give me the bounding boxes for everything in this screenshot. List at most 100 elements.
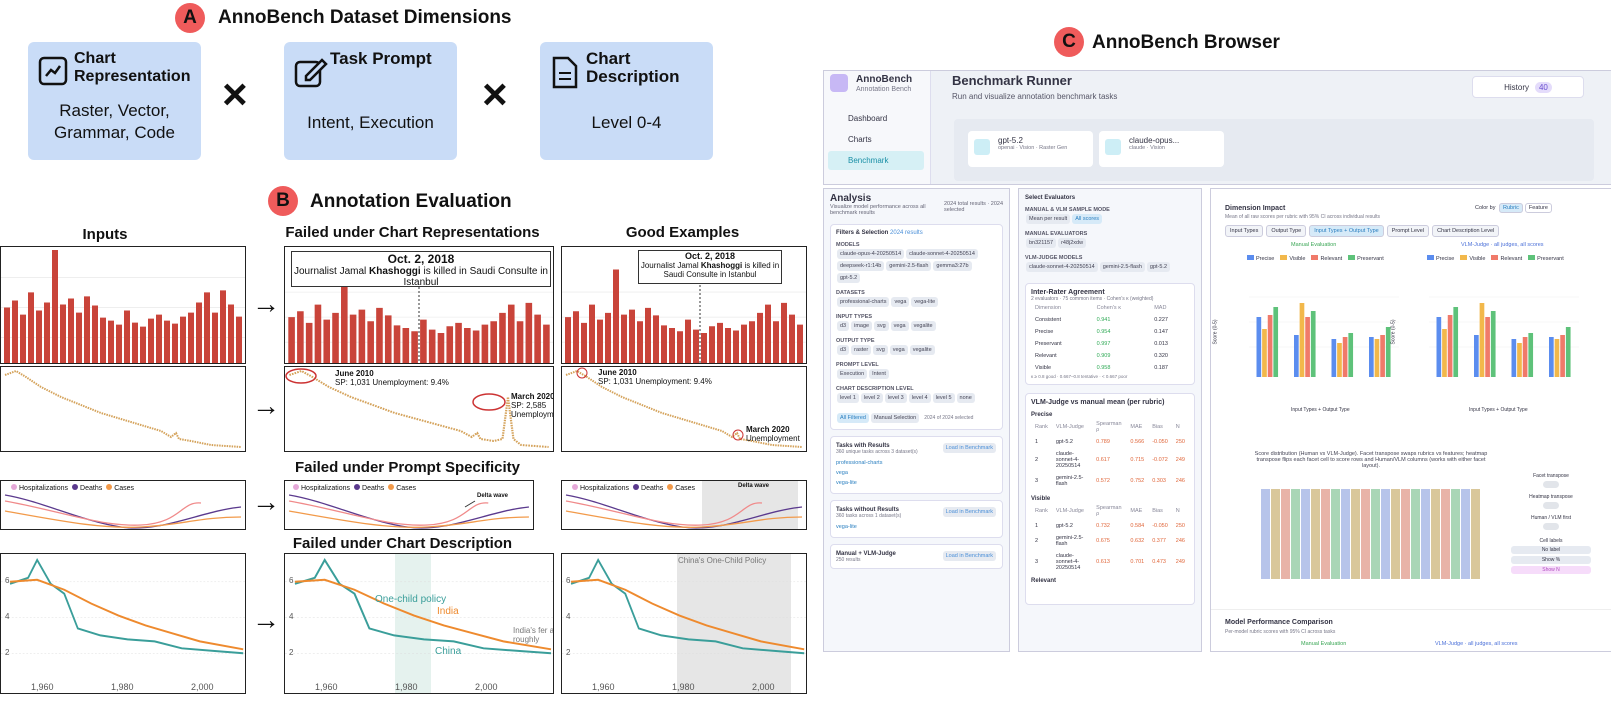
load-button[interactable]: Load in Benchmark bbox=[942, 551, 996, 561]
vlm-card: VLM-Judge vs manual mean (per rubric) Pr… bbox=[1025, 393, 1195, 605]
task-item: professional-charts bbox=[836, 460, 883, 466]
chip[interactable]: Execution bbox=[837, 369, 868, 379]
legend-label: Relevant bbox=[1320, 256, 1343, 262]
nav-item[interactable]: Benchmark bbox=[828, 151, 924, 170]
tabs: Input Types Output Type Input Types + Outp… bbox=[1225, 225, 1502, 237]
table-header-cell: MAE bbox=[1130, 508, 1143, 514]
annotation: Delta wave bbox=[477, 493, 509, 499]
option[interactable]: Rubric bbox=[1499, 203, 1523, 213]
history-count: 40 bbox=[1534, 81, 1552, 93]
button[interactable]: All Filtered bbox=[837, 413, 869, 423]
chip[interactable]: r48j2xdw bbox=[1058, 238, 1087, 248]
table-header-row: Rank VLM-Judge Spearman ρ MAE Bias N bbox=[1031, 502, 1189, 520]
annotation-detail: SP: 1,031 Unemployment: 9.4% bbox=[335, 378, 449, 387]
toggle[interactable] bbox=[1543, 523, 1559, 530]
tab[interactable]: Prompt Level bbox=[1386, 225, 1430, 237]
card-detail: 360 tasks across 1 dataset(s) bbox=[836, 513, 902, 519]
model-card[interactable]: gpt-5.2 openai · Vision · Raster Gen bbox=[968, 131, 1093, 167]
nav-item[interactable]: Charts bbox=[848, 135, 872, 144]
thumbnail bbox=[0, 246, 246, 364]
column-header: Good Examples bbox=[625, 224, 740, 241]
table-header-cell: N bbox=[1175, 508, 1180, 514]
group-label: DATASETS bbox=[836, 290, 865, 296]
nav-item[interactable]: Dashboard bbox=[848, 114, 888, 123]
chip[interactable]: vega bbox=[889, 345, 908, 355]
section-name: Relevant bbox=[1031, 578, 1057, 584]
thumbnail: Hospitalizations Deaths Cases Delta wave bbox=[561, 480, 807, 530]
chip[interactable]: level 1 bbox=[837, 393, 859, 403]
chip[interactable]: Mean per result bbox=[1026, 214, 1071, 224]
chip[interactable]: level 3 bbox=[884, 393, 907, 403]
chip[interactable]: gemini-2.5-flash bbox=[1099, 262, 1145, 272]
chip[interactable]: All scores bbox=[1072, 214, 1103, 224]
model-meta: claude · Vision bbox=[1129, 145, 1165, 151]
annotation-detail: SP: 1,031 Unemployment: 9.4% bbox=[598, 377, 712, 386]
thumbnail: Hospitalizations Deaths Cases bbox=[0, 480, 246, 530]
chip[interactable]: d3 bbox=[837, 345, 850, 355]
chip[interactable]: svg bbox=[873, 345, 888, 355]
chip[interactable]: image bbox=[851, 321, 873, 331]
chip[interactable]: raster bbox=[851, 345, 872, 355]
annotation-text: Journalist Jamal bbox=[294, 266, 370, 277]
highlight bbox=[395, 554, 431, 693]
chip[interactable]: vega-lite bbox=[911, 297, 939, 307]
chip[interactable]: gemini-2.5-flash bbox=[886, 261, 932, 271]
section-letter: A bbox=[175, 3, 205, 33]
chip[interactable]: Intent bbox=[869, 369, 889, 379]
chip[interactable]: claude-sonnet-4-20250514 bbox=[906, 249, 978, 259]
chip[interactable]: professional-charts bbox=[837, 297, 890, 307]
models: gpt-5.2 openai · Vision · Raster Gen claud… bbox=[968, 131, 1224, 167]
vlm-tables: Precise Rank VLM-Judge Spearman ρ MAE Bias N 1 g… bbox=[1031, 412, 1189, 574]
chip[interactable]: claude-opus-4-20250514 bbox=[837, 249, 905, 259]
chip[interactable]: none bbox=[956, 393, 975, 403]
history-button[interactable]: History 40 bbox=[1472, 76, 1584, 98]
tab[interactable]: Input Types + Output Type bbox=[1309, 225, 1384, 237]
chip[interactable]: gpt-5.2 bbox=[1146, 262, 1171, 272]
tasks-card: Tasks without Results Load in Benchmark 36… bbox=[830, 500, 1003, 538]
chip[interactable]: vegalite bbox=[910, 321, 936, 331]
legend-label: Precise bbox=[1436, 256, 1455, 262]
chip[interactable]: gpt-5.2 bbox=[837, 273, 861, 283]
chip[interactable]: bn321157 bbox=[1026, 238, 1057, 248]
chip[interactable]: level 2 bbox=[860, 393, 883, 403]
tab[interactable]: Output Type bbox=[1266, 225, 1307, 237]
tab[interactable]: Chart Description Level bbox=[1432, 225, 1500, 237]
toggle[interactable] bbox=[1543, 481, 1559, 488]
table-header-cell: Bias bbox=[1152, 424, 1163, 430]
chip[interactable]: vega bbox=[890, 321, 909, 331]
annotation-text: Khashoggi bbox=[369, 266, 421, 277]
table-row: 3 claude-sonnet-4-20250514 0.613 0.701 0.473… bbox=[1031, 550, 1189, 574]
chip[interactable]: svg bbox=[874, 321, 889, 331]
chip[interactable]: level 5 bbox=[932, 393, 955, 403]
axis-label: Input Types + Output Type bbox=[1291, 407, 1350, 413]
icon bbox=[38, 56, 68, 86]
button[interactable]: Manual Selection bbox=[870, 413, 920, 423]
option[interactable]: Show % bbox=[1511, 556, 1591, 564]
dimension-values: Raster, Vector, Grammar, Code bbox=[54, 101, 175, 142]
chip[interactable]: level 4 bbox=[908, 393, 931, 403]
legend-label: Visible bbox=[1289, 256, 1306, 262]
x-tick-label: 2,000 bbox=[475, 682, 498, 692]
chip[interactable]: d3 bbox=[837, 321, 850, 331]
legend-swatch bbox=[1280, 255, 1288, 260]
legend-swatch bbox=[1427, 255, 1434, 260]
tab[interactable]: Input Types bbox=[1225, 225, 1264, 237]
chip[interactable]: vega bbox=[891, 297, 910, 307]
toggle[interactable] bbox=[1543, 502, 1559, 509]
load-button[interactable]: Load in Benchmark bbox=[942, 507, 996, 517]
thumbnail: Oct. 2, 2018 Journalist Jamal Khashoggi i… bbox=[284, 246, 554, 364]
vlm-table: Rank VLM-Judge Spearman ρ MAE Bias N 1 gpt-5.2 0… bbox=[1031, 418, 1189, 490]
option[interactable]: Feature bbox=[1524, 203, 1552, 213]
option[interactable]: No label bbox=[1511, 546, 1591, 554]
chip[interactable]: vegalite bbox=[909, 345, 935, 355]
chip[interactable]: claude-sonnet-4-20250514 bbox=[1026, 262, 1098, 272]
chip[interactable]: gemma3:27b bbox=[933, 261, 972, 271]
load-button[interactable]: Load in Benchmark bbox=[942, 443, 996, 453]
chips: bn321157 r48j2xdw bbox=[1025, 237, 1195, 249]
model-card[interactable]: claude-opus... claude · Vision bbox=[1099, 131, 1224, 167]
legend-swatch bbox=[1491, 255, 1499, 260]
annotation: June 2010 SP: 1,031 Unemployment: 9.4% bbox=[598, 368, 712, 386]
option[interactable]: Show N bbox=[1511, 566, 1591, 574]
chip[interactable]: deepseek-r1:14b bbox=[837, 261, 885, 271]
table-header-cell: Rank bbox=[1035, 424, 1048, 430]
